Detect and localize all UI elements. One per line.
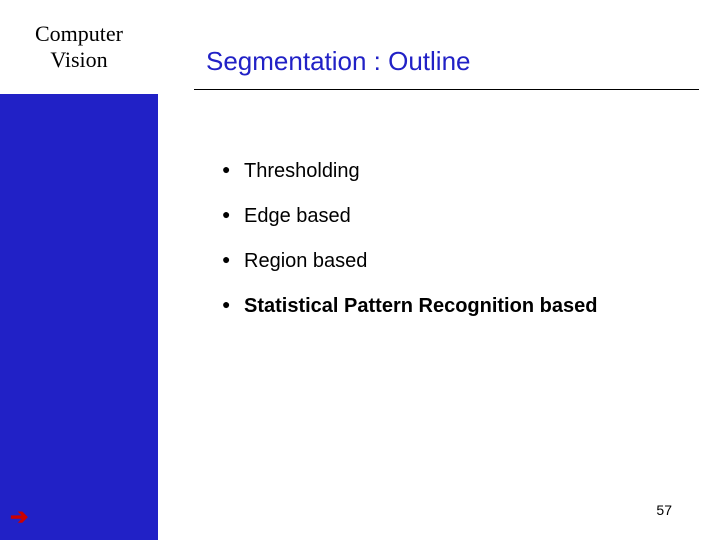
page-number: 57	[656, 502, 672, 518]
title-underline	[194, 89, 699, 90]
bullet-item: Region based	[222, 250, 700, 273]
sidebar-body: ➔	[0, 94, 158, 540]
main-content: Segmentation : Outline Thresholding Edge…	[176, 0, 720, 540]
arrow-icon: ➔	[10, 504, 28, 530]
sidebar-title-line2: Vision	[50, 47, 107, 73]
bullet-item: Edge based	[222, 205, 700, 228]
bullet-item: Statistical Pattern Recognition based	[222, 295, 700, 318]
sidebar: Computer Vision ➔	[0, 0, 158, 540]
divider-strip	[158, 0, 176, 540]
slide: Computer Vision ➔ Segmentation : Outline…	[0, 0, 720, 540]
bullet-item: Thresholding	[222, 160, 700, 183]
sidebar-title-line1: Computer	[35, 21, 123, 47]
bullet-list: Thresholding Edge based Region based Sta…	[206, 160, 700, 318]
slide-title: Segmentation : Outline	[206, 46, 700, 77]
sidebar-header: Computer Vision	[0, 0, 158, 94]
